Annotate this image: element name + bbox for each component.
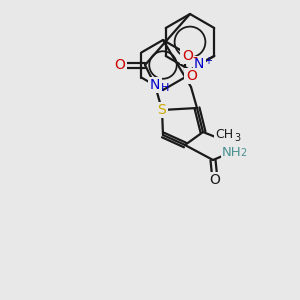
Text: S: S <box>158 103 166 117</box>
Text: NH: NH <box>222 146 242 158</box>
Text: O: O <box>115 58 125 72</box>
Text: N: N <box>194 57 204 71</box>
Text: CH: CH <box>215 128 233 142</box>
Text: O: O <box>186 69 197 83</box>
Text: O: O <box>182 49 193 63</box>
Text: N: N <box>150 78 160 92</box>
Text: +: + <box>204 56 212 66</box>
Text: O: O <box>210 173 220 187</box>
Text: H: H <box>161 83 170 93</box>
Text: 2: 2 <box>240 148 246 158</box>
Text: 3: 3 <box>234 133 240 143</box>
Text: -: - <box>192 52 197 66</box>
